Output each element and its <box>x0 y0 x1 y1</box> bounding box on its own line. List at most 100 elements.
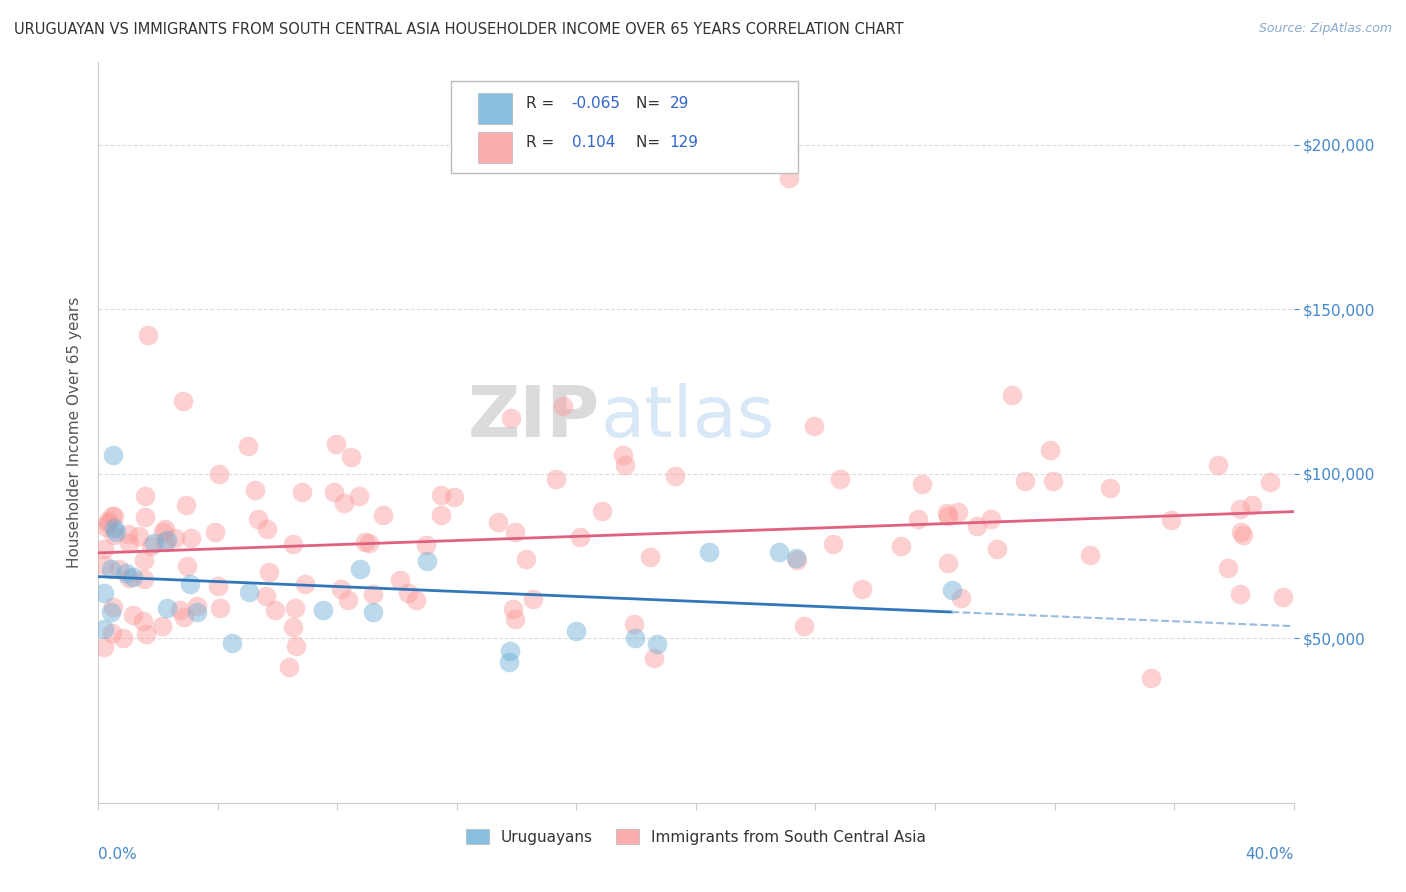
Point <box>221 636 243 650</box>
Point <box>176 559 198 574</box>
Point <box>329 582 352 597</box>
Point <box>156 533 179 547</box>
Point <box>121 607 143 622</box>
Point <box>291 484 314 499</box>
Point <box>498 655 520 669</box>
Point <box>134 489 156 503</box>
Point <box>803 418 825 433</box>
Point <box>986 542 1008 557</box>
Point <box>114 566 136 580</box>
Point <box>429 508 451 522</box>
Point <box>339 450 361 464</box>
Point <box>238 585 260 599</box>
Point <box>128 529 150 543</box>
Point <box>1160 512 1182 526</box>
Point <box>179 577 201 591</box>
Point <box>792 619 814 633</box>
Point <box>778 170 800 185</box>
Text: N=: N= <box>637 135 665 150</box>
Point <box>134 553 156 567</box>
Point <box>132 572 155 586</box>
Point <box>623 617 645 632</box>
Point <box>830 472 852 486</box>
Point <box>405 593 427 607</box>
Point <box>935 506 957 520</box>
Text: R =: R = <box>526 135 564 150</box>
Point <box>907 511 929 525</box>
Text: R =: R = <box>526 95 560 111</box>
Point <box>93 542 115 557</box>
Point <box>1014 475 1036 489</box>
Point <box>697 544 720 558</box>
Point <box>284 639 307 653</box>
Text: 29: 29 <box>669 95 689 111</box>
Text: -0.065: -0.065 <box>572 95 620 111</box>
Point <box>522 592 544 607</box>
Point <box>1229 501 1251 516</box>
Point <box>312 603 335 617</box>
Point <box>664 469 686 483</box>
Point <box>1258 475 1281 489</box>
Point <box>396 586 419 600</box>
Point <box>551 399 574 413</box>
Point <box>936 509 959 524</box>
Point <box>851 582 873 596</box>
Point <box>132 615 155 629</box>
Point <box>101 600 124 615</box>
Point <box>357 536 380 550</box>
Point <box>354 535 377 549</box>
Text: ZIP: ZIP <box>468 384 600 452</box>
Point <box>243 483 266 497</box>
Point <box>207 579 229 593</box>
Point <box>336 593 359 607</box>
Point <box>1229 587 1251 601</box>
Text: 129: 129 <box>669 135 699 150</box>
Point <box>1230 524 1253 539</box>
Point <box>103 527 125 541</box>
Point <box>246 512 269 526</box>
Point <box>1098 482 1121 496</box>
Point <box>93 640 115 655</box>
Text: 40.0%: 40.0% <box>1246 847 1294 863</box>
Text: N=: N= <box>637 95 665 111</box>
Point <box>638 550 661 565</box>
Point <box>591 504 613 518</box>
Point <box>1272 590 1295 604</box>
Point <box>936 556 959 570</box>
Bar <box>478 94 512 124</box>
Point <box>645 637 668 651</box>
Point <box>443 490 465 504</box>
Point <box>612 448 634 462</box>
Point <box>785 551 807 566</box>
Point <box>1232 528 1254 542</box>
Point <box>941 583 963 598</box>
Point <box>100 605 122 619</box>
Point <box>569 530 592 544</box>
Point <box>349 562 371 576</box>
Point <box>208 601 231 615</box>
Point <box>347 489 370 503</box>
Point <box>186 599 208 613</box>
Point <box>1042 474 1064 488</box>
Text: 0.104: 0.104 <box>572 135 614 150</box>
Point <box>499 411 522 425</box>
Point <box>1310 453 1333 467</box>
Point <box>823 537 845 551</box>
Point <box>101 626 124 640</box>
Point <box>150 619 173 633</box>
Point <box>1078 549 1101 563</box>
Point <box>180 532 202 546</box>
Point <box>93 623 115 637</box>
Point <box>122 570 145 584</box>
Text: Source: ZipAtlas.com: Source: ZipAtlas.com <box>1258 22 1392 36</box>
Point <box>153 522 176 536</box>
Point <box>388 573 411 587</box>
Point <box>103 520 125 534</box>
Point <box>172 393 194 408</box>
Point <box>768 545 790 559</box>
Point <box>135 627 157 641</box>
Point <box>294 576 316 591</box>
Point <box>1301 544 1323 558</box>
Point <box>950 591 973 605</box>
Point <box>152 525 174 540</box>
